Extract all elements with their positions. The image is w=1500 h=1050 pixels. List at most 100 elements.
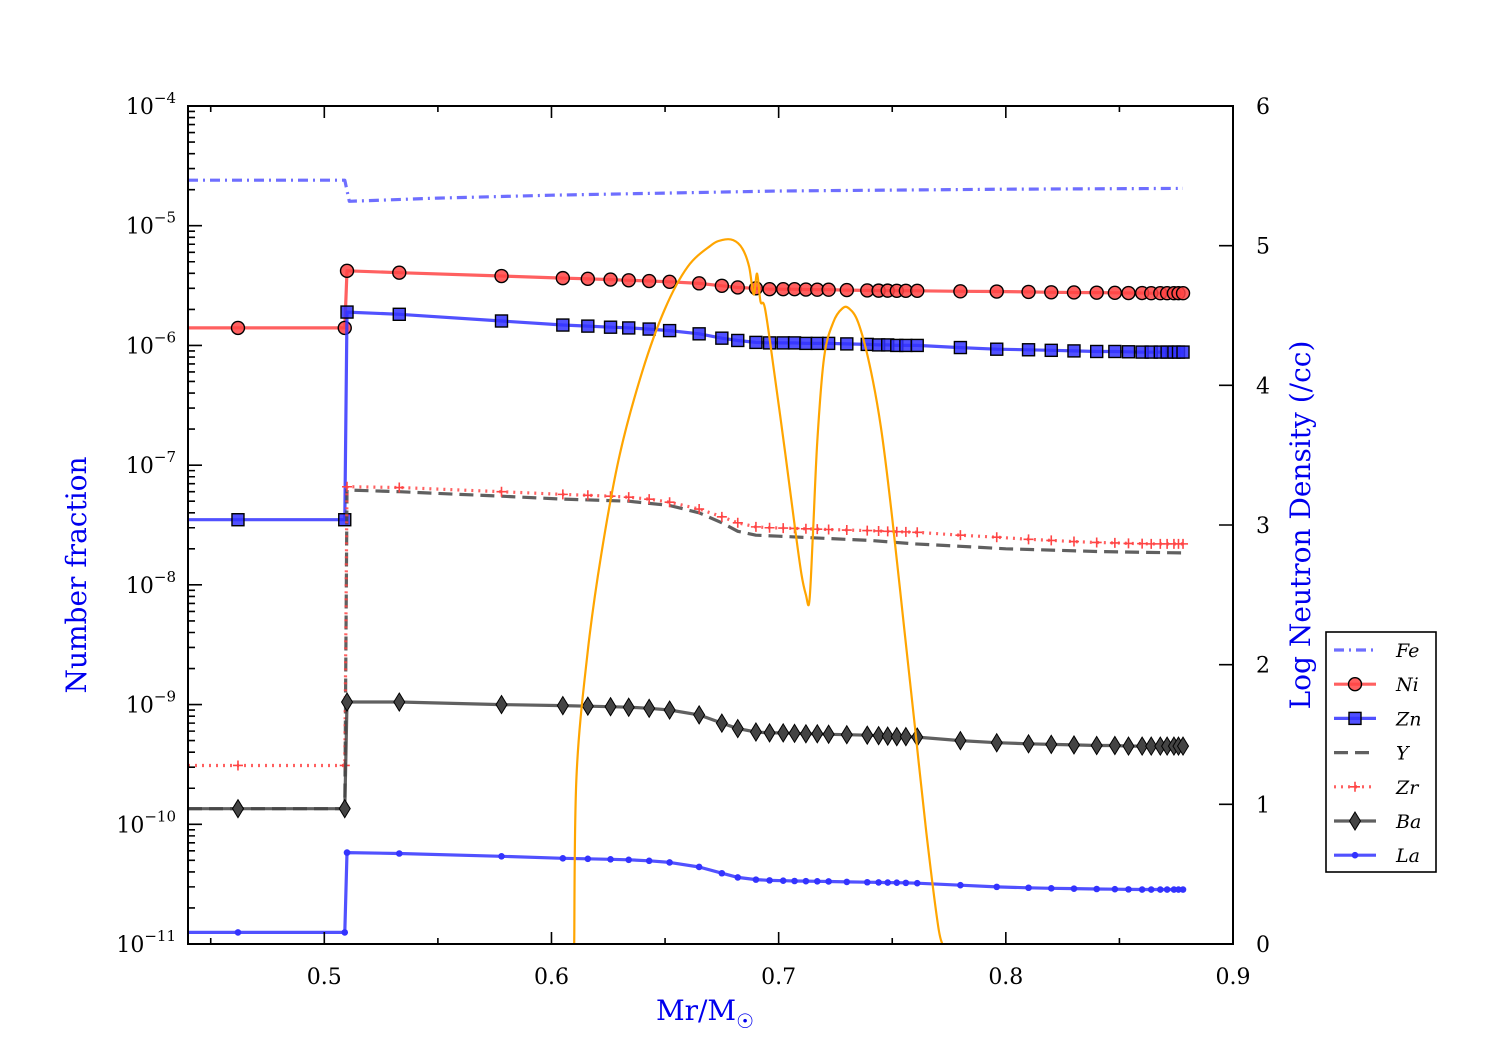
point-zn bbox=[556, 318, 570, 332]
point-ba bbox=[1176, 736, 1190, 757]
point-ba bbox=[495, 694, 508, 715]
legend-label-ba: Ba bbox=[1395, 811, 1421, 833]
point-la bbox=[718, 869, 726, 877]
point-zr bbox=[1137, 538, 1148, 549]
point-ba bbox=[799, 723, 812, 744]
point-la bbox=[752, 876, 760, 883]
point-ni bbox=[989, 284, 1004, 299]
point-zr bbox=[496, 486, 507, 497]
point-ni bbox=[953, 284, 968, 299]
point-la bbox=[993, 883, 1001, 891]
point-zr bbox=[764, 522, 775, 533]
point-la bbox=[1070, 885, 1078, 892]
series-line-ni bbox=[188, 269, 1183, 330]
point-zr bbox=[900, 526, 911, 537]
point-zn bbox=[799, 336, 813, 351]
point-zn bbox=[990, 342, 1004, 356]
legend-entry-zn: Zn bbox=[1334, 708, 1421, 730]
point-la bbox=[802, 877, 810, 885]
point-ba bbox=[861, 725, 874, 746]
series-line-fe bbox=[188, 178, 1184, 203]
point-la bbox=[1047, 884, 1055, 892]
point-zr bbox=[582, 490, 593, 501]
point-ba bbox=[749, 722, 763, 742]
point-ba bbox=[1045, 734, 1058, 755]
legend-entry-la: La bbox=[1334, 845, 1420, 867]
y-tick-label: 10−5 bbox=[126, 209, 176, 240]
point-ba bbox=[872, 725, 885, 746]
point-la bbox=[1025, 884, 1032, 892]
ticks-layer bbox=[188, 105, 1234, 945]
point-ba bbox=[1022, 733, 1035, 754]
point-ni bbox=[1121, 285, 1136, 301]
point-ba bbox=[899, 726, 912, 747]
point-ba bbox=[1122, 736, 1135, 757]
point-ni bbox=[730, 280, 745, 295]
point-ni bbox=[1066, 285, 1082, 300]
point-ni bbox=[910, 283, 925, 298]
series-line-ba bbox=[188, 700, 1183, 811]
point-zn bbox=[338, 513, 352, 527]
y-axis-title: Number fraction bbox=[60, 456, 93, 693]
point-ba bbox=[231, 798, 245, 819]
series-line-la bbox=[188, 851, 1183, 934]
point-la bbox=[645, 857, 653, 865]
point-ba bbox=[1145, 736, 1158, 757]
point-ni bbox=[339, 263, 355, 279]
point-la bbox=[1170, 886, 1178, 893]
point-zn bbox=[642, 322, 656, 336]
point-zr bbox=[1109, 537, 1120, 548]
point-la bbox=[734, 874, 742, 881]
x-tick-label: 0.6 bbox=[534, 965, 569, 990]
point-zr bbox=[955, 530, 966, 541]
series-fe bbox=[188, 178, 1184, 203]
y-tick-label: 10−8 bbox=[126, 568, 176, 599]
y2-tick-label: 0 bbox=[1256, 933, 1270, 958]
legend-label-y: Y bbox=[1396, 743, 1411, 765]
point-zn bbox=[662, 323, 677, 338]
point-zn bbox=[581, 319, 595, 333]
point-ni bbox=[494, 268, 509, 284]
point-zn bbox=[840, 337, 854, 351]
point-ba bbox=[990, 732, 1003, 753]
point-ba bbox=[1090, 735, 1103, 756]
legend-entry-zr: Zr bbox=[1334, 777, 1420, 799]
point-zr bbox=[732, 517, 743, 528]
point-ba bbox=[881, 726, 894, 747]
legend-marker-ni bbox=[1347, 677, 1363, 692]
point-ba bbox=[1108, 735, 1121, 756]
y2-axis-title: Log Neutron Density (/cc) bbox=[1284, 341, 1317, 710]
point-zr bbox=[841, 525, 852, 536]
point-ni bbox=[691, 276, 707, 291]
point-zr bbox=[664, 497, 675, 508]
point-zn bbox=[715, 331, 729, 345]
legend-label-ni: Ni bbox=[1395, 674, 1419, 696]
y2-tick-label: 1 bbox=[1256, 793, 1270, 818]
point-ba bbox=[811, 723, 824, 744]
point-ni bbox=[762, 281, 777, 297]
point-la bbox=[893, 879, 901, 887]
x-tick-label: 0.8 bbox=[988, 965, 1023, 990]
point-ba bbox=[954, 730, 967, 751]
point-ba bbox=[604, 696, 617, 717]
point-ni bbox=[1089, 285, 1104, 300]
point-ni bbox=[1175, 286, 1191, 301]
y2-tick-label: 4 bbox=[1256, 374, 1270, 399]
point-zn bbox=[1021, 343, 1036, 357]
x-tick-label: 0.7 bbox=[761, 965, 796, 990]
point-ni bbox=[1107, 285, 1123, 301]
point-la bbox=[913, 879, 921, 887]
point-la bbox=[1125, 886, 1132, 893]
point-ni bbox=[821, 282, 836, 297]
point-ba bbox=[338, 798, 351, 819]
point-zr bbox=[1178, 538, 1189, 549]
point-ba bbox=[840, 724, 853, 745]
point-zr bbox=[823, 524, 834, 535]
point-la bbox=[341, 929, 349, 936]
legend: Fe Ni Zn Y Zr Ba La bbox=[1325, 631, 1437, 873]
y2-tick-label: 2 bbox=[1256, 654, 1270, 679]
point-ba bbox=[693, 704, 706, 725]
point-zr bbox=[1023, 534, 1034, 545]
point-zr bbox=[750, 521, 761, 532]
